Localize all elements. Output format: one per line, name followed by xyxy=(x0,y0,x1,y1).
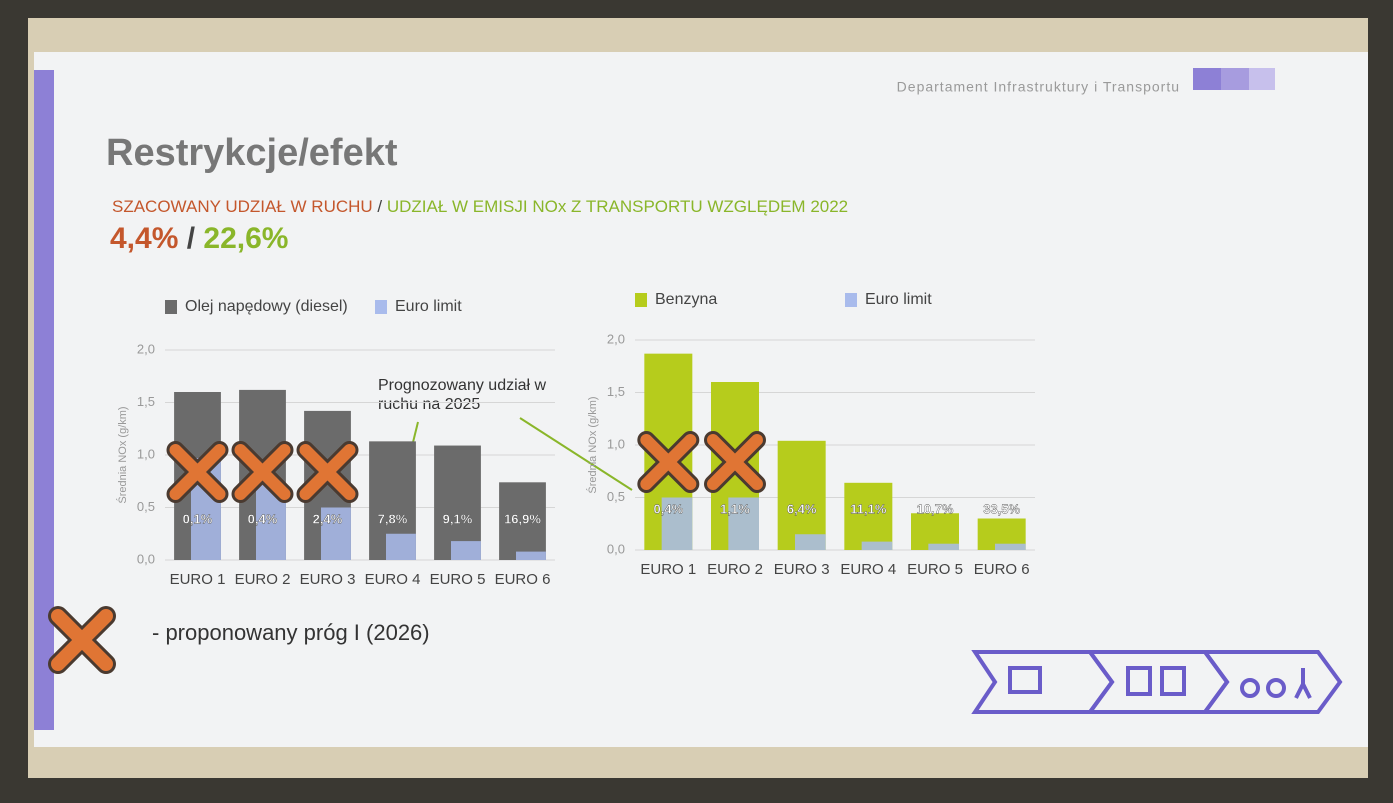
share-label: 33,5% xyxy=(983,501,1020,516)
legend-swatch xyxy=(375,300,387,314)
y-tick-label: 2,0 xyxy=(137,341,155,356)
y-axis-label: Średnia NOx (g/km) xyxy=(116,406,129,503)
x-tick-label: EURO 1 xyxy=(640,561,696,578)
department: Departament Infrastruktury i Transportu xyxy=(897,79,1180,95)
x-tick-label: EURO 3 xyxy=(300,571,356,588)
cross xyxy=(51,609,113,671)
bar xyxy=(844,482,893,550)
annotation-arrow xyxy=(519,417,633,491)
x-tick-label: EURO 2 xyxy=(707,561,763,578)
share-label: 6,4% xyxy=(787,501,817,516)
subtitle: SZACOWANY UDZIAŁ W RUCHU / UDZIAŁ W EMIS… xyxy=(112,197,848,216)
bar xyxy=(451,541,481,560)
bar xyxy=(516,551,546,560)
chevron xyxy=(1201,650,1343,714)
share-label: 0,4% xyxy=(654,501,684,516)
cross xyxy=(169,444,226,500)
y-tick-label: 1,5 xyxy=(137,394,155,409)
y-tick-label: 0,0 xyxy=(607,541,625,556)
bar xyxy=(795,534,826,550)
legend-label: Euro limit xyxy=(395,298,462,315)
y-tick-label: 2,0 xyxy=(607,331,625,346)
cross xyxy=(299,444,356,500)
legend-swatch xyxy=(165,300,177,314)
x-tick-label: EURO 6 xyxy=(495,571,551,588)
share-label: 16,9% xyxy=(504,511,541,526)
bar xyxy=(861,541,893,550)
icon-bus xyxy=(1126,666,1152,696)
legend-note: - proponowany próg I (2026) xyxy=(152,620,430,645)
legend-label: Euro limit xyxy=(865,291,932,308)
bar xyxy=(995,543,1026,550)
cross xyxy=(707,434,763,490)
legend-swatch xyxy=(635,293,647,307)
side-stripe xyxy=(34,70,54,730)
legend-label: Olej napędowy (diesel) xyxy=(185,298,348,315)
icon-bike xyxy=(1266,678,1286,698)
share-label: 0,4% xyxy=(248,511,278,526)
annotation-box: Prognozowany udział w ruchu na 2025 xyxy=(378,377,547,413)
annotation: Prognozowany udział w ruchu na 2025 xyxy=(378,377,547,413)
cross xyxy=(234,444,291,500)
bar xyxy=(928,543,959,550)
share-label: 7,8% xyxy=(378,511,408,526)
share-separator: / xyxy=(178,222,203,255)
legend-swatch xyxy=(845,293,857,307)
y-tick-label: 1,0 xyxy=(607,436,625,451)
bar xyxy=(386,533,416,560)
x-tick-label: EURO 6 xyxy=(974,561,1030,578)
y-axis-label: Średnia NOx (g/km) xyxy=(586,396,599,493)
y-tick-label: 0,5 xyxy=(137,499,155,514)
title: Restrykcje/efekt xyxy=(106,132,398,174)
share-label: 2,4% xyxy=(313,511,343,526)
legend-cross xyxy=(48,606,116,674)
footer-icons xyxy=(971,650,1343,714)
share-emission: 22,6% xyxy=(203,222,288,255)
shares: 4,4% / 22,6% xyxy=(110,222,288,255)
share-label: 10,7% xyxy=(917,501,954,516)
share-traffic: 4,4% xyxy=(110,222,178,255)
x-tick-label: EURO 3 xyxy=(774,561,830,578)
y-tick-label: 0,0 xyxy=(137,551,155,566)
icon-bike xyxy=(1240,678,1260,698)
y-tick-label: 1,0 xyxy=(137,446,155,461)
cross xyxy=(640,434,697,490)
icon-walker xyxy=(1294,668,1312,699)
x-tick-label: EURO 4 xyxy=(365,571,421,588)
share-label: 0,1% xyxy=(183,511,213,526)
share-label: 9,1% xyxy=(443,511,473,526)
header-square xyxy=(1221,68,1249,90)
bar xyxy=(777,440,826,550)
icon-tram xyxy=(1160,666,1186,696)
icon-machine xyxy=(1008,666,1042,694)
share-label: 1,1% xyxy=(720,501,750,516)
y-tick-label: 1,5 xyxy=(607,384,625,399)
bar xyxy=(728,497,759,550)
bar xyxy=(499,482,546,560)
bar xyxy=(434,445,481,560)
x-tick-label: EURO 2 xyxy=(235,571,291,588)
legend-label: Benzyna xyxy=(655,291,717,308)
header-square xyxy=(1249,68,1275,90)
bar xyxy=(321,507,351,560)
y-tick-label: 0,5 xyxy=(607,489,625,504)
subtitle-separator: / xyxy=(373,197,387,216)
bar xyxy=(661,497,693,550)
x-tick-label: EURO 5 xyxy=(430,571,486,588)
x-tick-label: EURO 5 xyxy=(907,561,963,578)
subtitle-right: UDZIAŁ W EMISJI NOx Z TRANSPORTU WZGLĘDE… xyxy=(387,197,848,216)
share-label: 11,1% xyxy=(850,501,887,516)
x-tick-label: EURO 1 xyxy=(170,571,226,588)
x-tick-label: EURO 4 xyxy=(840,561,896,578)
subtitle-left: SZACOWANY UDZIAŁ W RUCHU xyxy=(112,197,373,216)
header-square xyxy=(1193,68,1221,90)
